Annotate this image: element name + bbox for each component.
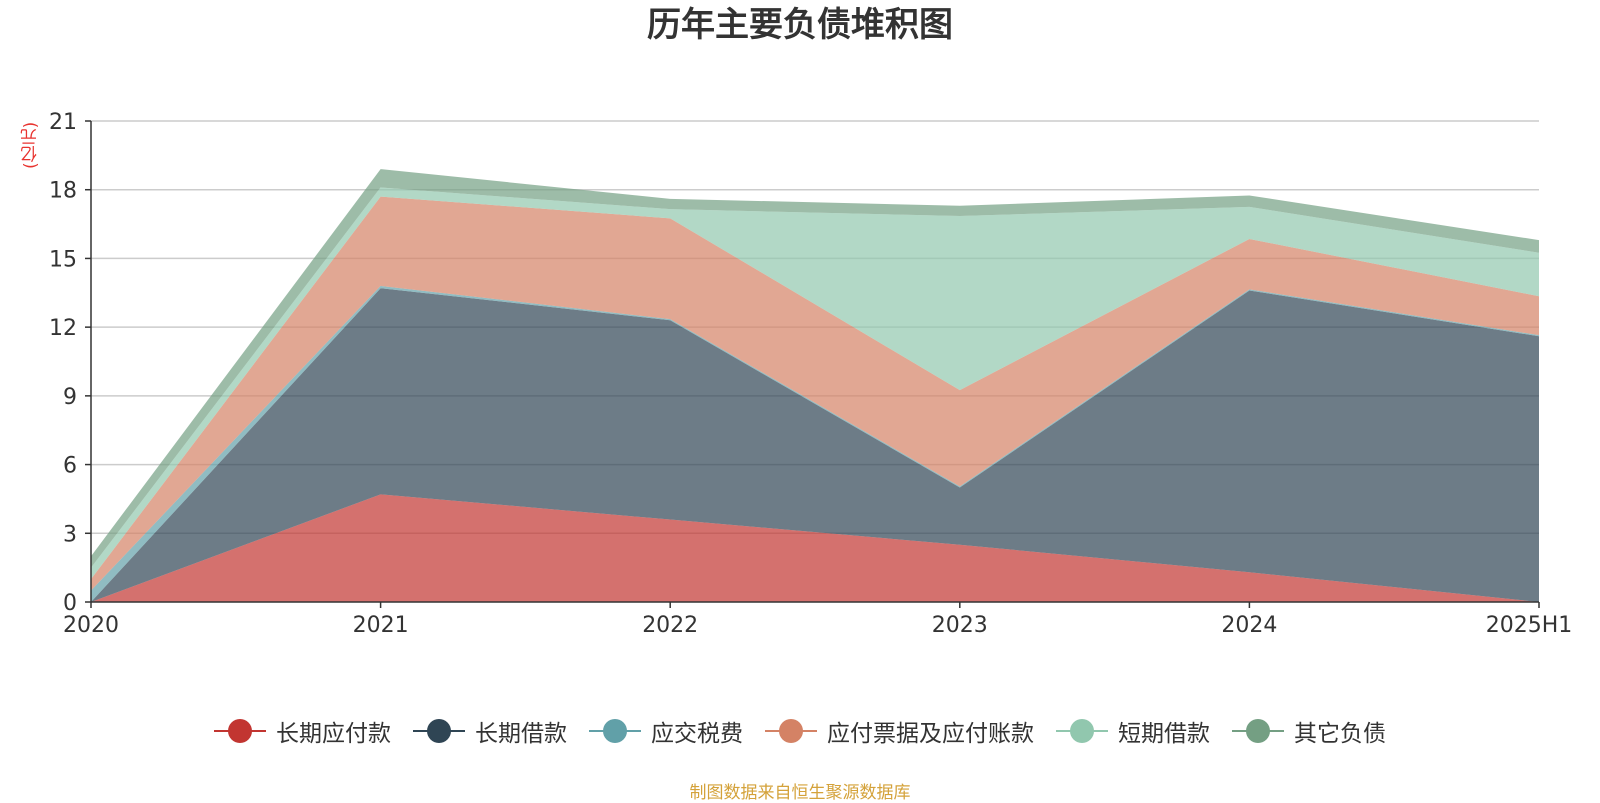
x-tick-label-3: 2023 [932, 613, 988, 638]
area-series-0 [91, 494, 1539, 602]
axes: 0 3 6 9 12 15 18 21 2020 2021 2022 2023 2024 2025H1 [49, 110, 1572, 638]
legend-label: 长期应付款 [276, 721, 391, 747]
x-tick-label-2: 2022 [642, 613, 698, 638]
legend-label: 短期借款 [1118, 721, 1210, 747]
legend-item-2[interactable]: 应交税费 [589, 714, 743, 748]
y-tick-label-6: 18 [49, 179, 77, 204]
area-series-4 [91, 187, 1539, 580]
x-tick-label-4: 2024 [1221, 613, 1277, 638]
legend-marker-icon [1056, 718, 1108, 744]
x-tick-label-1: 2021 [353, 613, 409, 638]
y-tick-label-5: 15 [49, 247, 77, 272]
area-series-1 [91, 288, 1539, 602]
legend-marker-icon [589, 718, 641, 744]
stacked-areas [91, 169, 1539, 602]
legend-item-0[interactable]: 长期应付款 [214, 714, 391, 748]
legend-item-1[interactable]: 长期借款 [413, 714, 567, 748]
legend: 长期应付款 长期借款 应交税费 应付票据及应付账款 短期借款 其它负债 [0, 714, 1600, 748]
chart-canvas: 0 3 6 9 12 15 18 21 2020 2021 2022 2023 2024 2025H1 [49, 110, 1572, 638]
y-tick-label-0: 0 [63, 591, 77, 616]
x-tick-label-0: 2020 [63, 613, 119, 638]
y-tick-label-3: 9 [63, 385, 77, 410]
legend-label: 应交税费 [651, 721, 743, 747]
legend-label: 其它负债 [1294, 721, 1386, 747]
y-tick-label-4: 12 [49, 316, 77, 341]
legend-marker-icon [765, 718, 817, 744]
legend-marker-icon [214, 718, 266, 744]
legend-marker-icon [413, 718, 465, 744]
data-source-note: 制图数据来自恒生聚源数据库 [689, 783, 911, 803]
y-tick-label-7: 21 [49, 110, 77, 135]
legend-label: 应付票据及应付账款 [827, 721, 1034, 747]
y-tick-label-1: 3 [63, 522, 77, 547]
legend-item-5[interactable]: 其它负债 [1232, 714, 1386, 748]
area-series-3 [91, 196, 1539, 591]
legend-label: 长期借款 [475, 721, 567, 747]
chart-title: 历年主要负债堆积图 [647, 5, 953, 45]
y-tick-label-2: 6 [63, 454, 77, 479]
legend-marker-icon [1232, 718, 1284, 744]
legend-item-3[interactable]: 应付票据及应付账款 [765, 714, 1034, 748]
legend-item-4[interactable]: 短期借款 [1056, 714, 1210, 748]
x-tick-label-5: 2025H1 [1486, 613, 1573, 638]
